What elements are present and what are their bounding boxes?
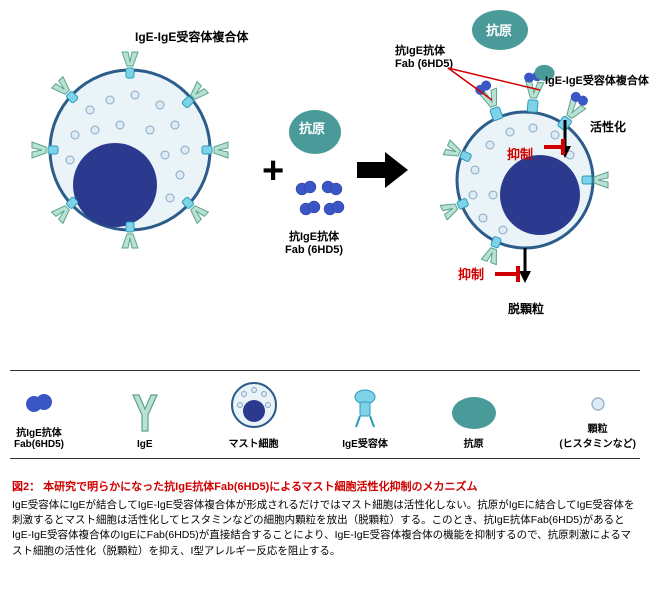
legend-row: 抗IgE抗体 Fab(6HD5) IgE マスト細胞 xyxy=(10,370,640,459)
legend-ige: IgE xyxy=(125,391,165,450)
diagram-canvas: + 抗原 抗IgE抗体 Fab (6HD5) xyxy=(0,0,650,594)
legend-mast: マスト細胞 xyxy=(226,379,282,450)
complex-left-label: IgE-IgE受容体複合体 xyxy=(135,28,248,45)
legend-fab-label: 抗IgE抗体 Fab(6HD5) xyxy=(14,424,64,450)
legend-fab: 抗IgE抗体 Fab(6HD5) xyxy=(14,390,64,450)
plus-symbol: + xyxy=(262,150,284,193)
fab-pointer-lines xyxy=(400,50,580,130)
reaction-arrow xyxy=(355,150,410,190)
legend-receptor: IgE受容体 xyxy=(342,387,388,450)
legend-receptor-label: IgE受容体 xyxy=(342,435,388,450)
fab-mid-label: 抗IgE抗体 Fab (6HD5) xyxy=(285,228,343,256)
inhibit2-label: 抑制 xyxy=(458,264,484,283)
inhibit-degranulation xyxy=(492,262,532,286)
caption-title: 図2： 本研究で明らかになった抗IgE抗体Fab(6HD5)によるマスト細胞活性… xyxy=(12,480,638,496)
legend-ige-label: IgE xyxy=(137,439,153,450)
legend-granule-label: 顆粒 (ヒスタミンなど) xyxy=(559,420,636,450)
legend: 抗IgE抗体 Fab(6HD5) IgE マスト細胞 xyxy=(10,370,640,459)
fab-cluster-mid xyxy=(290,175,350,225)
antigen-top-label: 抗原 xyxy=(486,20,512,39)
inhibit1-label: 抑制 xyxy=(507,144,533,163)
legend-antigen: 抗原 xyxy=(449,395,499,450)
legend-antigen-label: 抗原 xyxy=(464,435,484,450)
inhibit-activation xyxy=(541,135,581,159)
legend-granule: 顆粒 (ヒスタミンなど) xyxy=(559,392,636,450)
activation-label: 活性化 xyxy=(590,118,626,135)
legend-mast-label: マスト細胞 xyxy=(229,435,279,450)
degranulation-label: 脱顆粒 xyxy=(508,300,544,317)
caption-body: IgE受容体にIgEが結合してIgE-IgE受容体複合体が形成されるだけではマス… xyxy=(12,498,638,559)
mast-cell-left xyxy=(20,30,240,250)
figure-caption: 図2： 本研究で明らかになった抗IgE抗体Fab(6HD5)によるマスト細胞活性… xyxy=(12,480,638,559)
antigen-mid-label: 抗原 xyxy=(299,118,325,137)
